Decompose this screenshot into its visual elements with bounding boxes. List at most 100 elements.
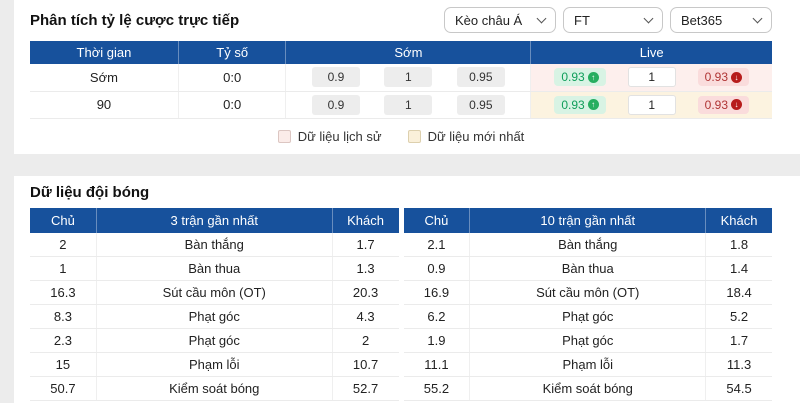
away-value: 1.7: [706, 329, 772, 353]
home-value: 1.9: [404, 329, 470, 353]
live-away-odds: 0.93↓: [698, 96, 749, 114]
legend-item-history: Dữ liệu lịch sử: [278, 129, 382, 144]
early-odds-value: 0.95: [457, 67, 505, 87]
legend-swatch-history: [278, 130, 291, 143]
odds-topbar: Phân tích tỷ lệ cược trực tiếp Kèo châu …: [30, 6, 772, 34]
home-value: 15: [30, 353, 96, 377]
live-away-odds: 0.93↓: [698, 68, 749, 86]
score-cell: 0:0: [178, 91, 286, 118]
live-odds-cell: 0.93↑ 1 0.93↓: [531, 64, 772, 91]
early-odds-cell: 0.9 1 0.95: [286, 64, 531, 91]
home-value: 50.7: [30, 377, 96, 401]
away-value: 1.7: [332, 233, 398, 257]
col-header-time: Thời gian: [30, 41, 178, 64]
team-section-title: Dữ liệu đội bóng: [30, 184, 772, 201]
col-header-away: Khách: [332, 208, 398, 233]
filter-group: Kèo châu Á FT Bet365: [444, 7, 772, 33]
away-value: 4.3: [332, 305, 398, 329]
handicap-type-value: Kèo châu Á: [455, 13, 522, 28]
live-home-odds: 0.93↑: [554, 68, 605, 86]
trend-down-icon: ↓: [731, 72, 742, 83]
chevron-down-icon: [644, 13, 654, 23]
home-value: 16.3: [30, 281, 96, 305]
early-odds-cell: 0.9 1 0.95: [286, 91, 531, 118]
legend: Dữ liệu lịch sử Dữ liệu mới nhất: [30, 129, 772, 144]
home-value: 16.9: [404, 281, 470, 305]
odds-table-header: Thời gian Tỷ số Sớm Live: [30, 41, 772, 64]
trend-down-icon: ↓: [731, 99, 742, 110]
period-value: FT: [574, 13, 590, 28]
away-value: 10.7: [332, 353, 398, 377]
stat-name: Sút cầu môn (OT): [96, 281, 332, 305]
home-value: 1: [30, 257, 96, 281]
col-header-home: Chủ: [404, 208, 470, 233]
col-header-home: Chủ: [30, 208, 96, 233]
stat-name: Kiểm soát bóng: [96, 377, 332, 401]
stat-name: Phạt góc: [96, 305, 332, 329]
away-value: 1.4: [706, 257, 772, 281]
away-value: 18.4: [706, 281, 772, 305]
away-value: 11.3: [706, 353, 772, 377]
early-odds-value: 0.9: [312, 95, 360, 115]
period-dropdown[interactable]: FT: [563, 7, 663, 33]
time-cell: 90: [30, 91, 178, 118]
col-header-stat: 3 trận gần nhất: [96, 208, 332, 233]
stat-name: Kiểm soát bóng: [470, 377, 706, 401]
stat-name: Bàn thắng: [470, 233, 706, 257]
away-value: 5.2: [706, 305, 772, 329]
score-cell: 0:0: [178, 64, 286, 91]
trend-up-icon: ↑: [588, 72, 599, 83]
early-odds-value: 1: [384, 95, 432, 115]
legend-swatch-latest: [408, 130, 421, 143]
page: Phân tích tỷ lệ cược trực tiếp Kèo châu …: [14, 0, 800, 403]
legend-item-latest: Dữ liệu mới nhất: [408, 129, 525, 144]
bookmaker-dropdown[interactable]: Bet365: [670, 7, 772, 33]
handicap-type-dropdown[interactable]: Kèo châu Á: [444, 7, 556, 33]
live-draw-odds: 1: [628, 95, 676, 115]
home-value: 0.9: [404, 257, 470, 281]
col-header-early: Sớm: [286, 41, 531, 64]
legend-label: Dữ liệu mới nhất: [428, 129, 525, 144]
live-draw-odds: 1: [628, 67, 676, 87]
early-odds-value: 1: [384, 67, 432, 87]
stat-name: Phạt góc: [96, 329, 332, 353]
odds-analysis-section: Phân tích tỷ lệ cược trực tiếp Kèo châu …: [14, 0, 800, 154]
away-value: 1.8: [706, 233, 772, 257]
stat-name: Phạt góc: [470, 305, 706, 329]
time-cell: Sớm: [30, 64, 178, 91]
legend-label: Dữ liệu lịch sử: [298, 129, 382, 144]
away-value: 54.5: [706, 377, 772, 401]
stat-name: Bàn thắng: [96, 233, 332, 257]
col-header-live: Live: [531, 41, 772, 64]
chevron-down-icon: [537, 13, 547, 23]
stat-name: Bàn thua: [470, 257, 706, 281]
home-value: 55.2: [404, 377, 470, 401]
early-odds-value: 0.95: [457, 95, 505, 115]
away-value: 2: [332, 329, 398, 353]
early-odds-value: 0.9: [312, 67, 360, 87]
home-value: 6.2: [404, 305, 470, 329]
home-value: 2.3: [30, 329, 96, 353]
